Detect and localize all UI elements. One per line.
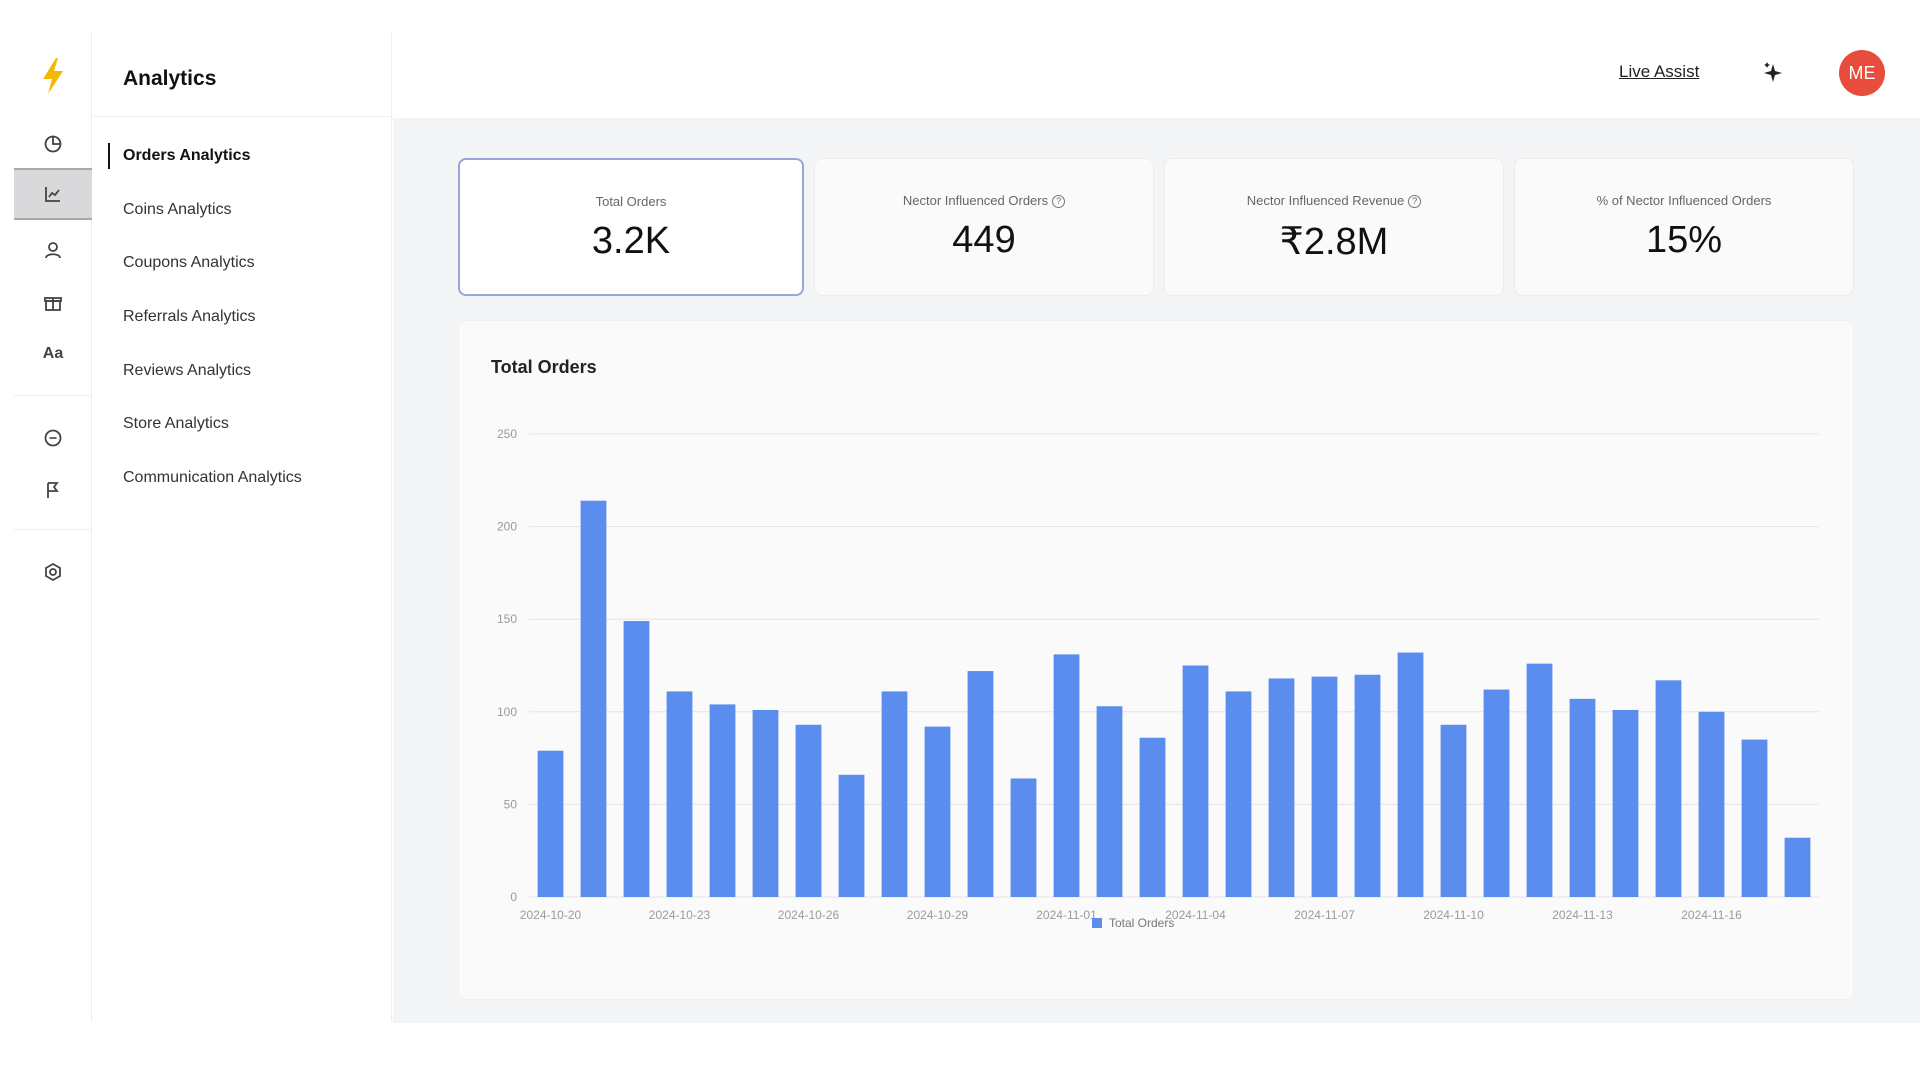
bar <box>1569 698 1596 897</box>
main-content: Total Orders 3.2K Nector Influenced Orde… <box>393 118 1920 1023</box>
subnav-item-orders-analytics[interactable]: Orders Analytics <box>123 147 251 164</box>
top-header: Live Assist ME <box>393 32 1920 118</box>
bar <box>1741 739 1768 897</box>
bar <box>1010 778 1037 897</box>
bar <box>838 774 865 897</box>
legend-swatch <box>1092 918 1102 928</box>
bar <box>709 704 736 897</box>
bar <box>623 621 650 897</box>
y-tick-label: 150 <box>497 612 517 626</box>
rail-divider <box>14 395 92 396</box>
bar <box>1096 706 1123 897</box>
subnav-item-coupons-analytics[interactable]: Coupons Analytics <box>123 254 255 271</box>
subnav-title: Analytics <box>123 67 217 90</box>
bar <box>1698 711 1725 897</box>
y-tick-label: 100 <box>497 705 517 719</box>
total-orders-chart-card: Total Orders 0 50 100 150 200 250 2024-10-20 20… <box>458 320 1854 1000</box>
x-tick-label: 2024-11-16 <box>1681 908 1742 922</box>
bar <box>666 691 693 897</box>
total-orders-bar-chart: 0 50 100 150 200 250 2024-10-20 2024-10-23 2024-… <box>497 427 1819 930</box>
bar <box>1225 691 1252 897</box>
bar <box>1526 663 1553 897</box>
rail-divider <box>14 529 92 530</box>
bar <box>924 726 951 897</box>
subnav-item-coins-analytics[interactable]: Coins Analytics <box>123 201 232 218</box>
sparkle-icon[interactable] <box>1762 60 1784 91</box>
subnav-item-store-analytics[interactable]: Store Analytics <box>123 415 229 432</box>
user-icon[interactable] <box>14 224 92 276</box>
bar <box>752 709 779 897</box>
bar <box>1612 709 1639 897</box>
bar <box>1311 676 1338 897</box>
user-avatar[interactable]: ME <box>1839 50 1885 96</box>
text-font-label: Aa <box>42 345 64 362</box>
x-tick-label: 2024-11-13 <box>1552 908 1613 922</box>
y-tick-label: 200 <box>497 520 517 534</box>
x-tick-label: 2024-11-07 <box>1294 908 1355 922</box>
metric-value: 15% <box>1645 219 1723 261</box>
subnav-item-reviews-analytics[interactable]: Reviews Analytics <box>123 362 252 379</box>
x-tick-label: 2024-10-20 <box>520 908 582 922</box>
help-icon[interactable]: ? <box>1052 195 1066 209</box>
line-chart-icon[interactable] <box>14 168 92 220</box>
icon-rail: Aa <box>14 32 92 1022</box>
x-tick-label: 2024-11-10 <box>1423 908 1484 922</box>
bar <box>795 724 822 897</box>
bar <box>1655 680 1682 897</box>
gift-icon[interactable] <box>14 277 92 329</box>
metric-card-nector-influenced-orders[interactable]: Nector Influenced Orders? 449 <box>814 158 1154 296</box>
bar <box>967 671 994 897</box>
bar <box>1053 654 1080 897</box>
bar <box>580 500 607 897</box>
y-tick-label: 50 <box>504 797 518 811</box>
subnav-item-referrals-analytics[interactable]: Referrals Analytics <box>123 308 256 325</box>
bar <box>1182 665 1209 897</box>
y-tick-label: 0 <box>510 890 517 904</box>
bar <box>1483 689 1510 897</box>
metric-card-total-orders[interactable]: Total Orders 3.2K <box>458 158 804 296</box>
metric-label: Total Orders <box>595 194 667 209</box>
analytics-subnav: Analytics Orders Analytics Coins Analyti… <box>93 32 392 1022</box>
bar <box>537 750 564 897</box>
metric-card-nector-influenced-revenue[interactable]: Nector Influenced Revenue? ₹2.8M <box>1164 158 1504 296</box>
bar <box>881 691 908 897</box>
live-assist-link[interactable]: Live Assist <box>1619 62 1700 81</box>
chart-title: Total Orders <box>491 357 597 377</box>
bar <box>1440 724 1467 897</box>
legend-label: Total Orders <box>1109 916 1174 930</box>
metric-value: 3.2K <box>591 220 671 262</box>
text-font-icon[interactable]: Aa <box>14 328 92 380</box>
x-tick-label: 2024-10-26 <box>778 908 840 922</box>
metric-label: Nector Influenced Revenue? <box>1165 193 1503 209</box>
subnav-item-communication-analytics[interactable]: Communication Analytics <box>123 469 302 486</box>
bar <box>1354 674 1381 897</box>
bar <box>1784 837 1811 897</box>
settings-icon[interactable] <box>14 546 92 598</box>
metric-card-percent-nector-influenced-orders[interactable]: % of Nector Influenced Orders 15% <box>1514 158 1854 296</box>
x-tick-label: 2024-10-29 <box>907 908 969 922</box>
x-tick-label: 2024-11-01 <box>1036 908 1097 922</box>
flag-icon[interactable] <box>14 464 92 516</box>
pie-chart-icon[interactable] <box>14 118 92 170</box>
bar <box>1139 737 1166 897</box>
active-item-indicator <box>108 143 110 169</box>
help-icon[interactable]: ? <box>1408 195 1422 209</box>
metric-label: Nector Influenced Orders? <box>815 193 1153 209</box>
x-tick-label: 2024-11-04 <box>1165 908 1226 922</box>
chat-icon[interactable] <box>14 412 92 464</box>
metric-value: ₹2.8M <box>1279 221 1389 263</box>
y-tick-label: 250 <box>497 427 517 441</box>
metric-label: % of Nector Influenced Orders <box>1596 193 1772 208</box>
x-tick-label: 2024-10-23 <box>649 908 711 922</box>
bolt-logo-icon[interactable] <box>14 50 92 102</box>
subnav-divider <box>93 116 392 117</box>
bar <box>1397 652 1424 897</box>
metric-value: 449 <box>952 219 1016 261</box>
bar <box>1268 678 1295 897</box>
